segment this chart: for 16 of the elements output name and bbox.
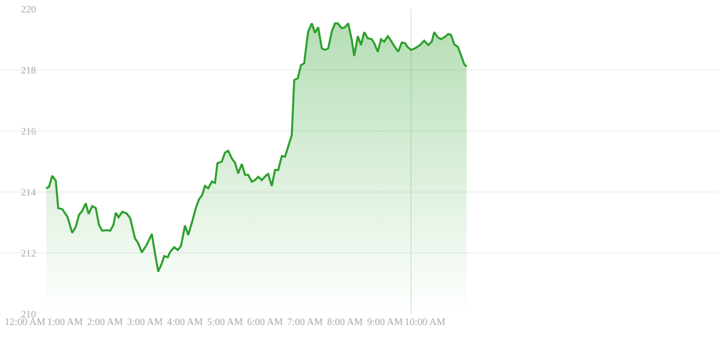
- x-tick-label: 6:00 AM: [247, 317, 284, 328]
- y-tick-label: 212: [21, 248, 36, 260]
- x-tick-label: 10:00 AM: [404, 317, 446, 328]
- x-tick-label: 2:00 AM: [87, 317, 124, 328]
- x-tick-label: 12:00 AM: [4, 317, 46, 328]
- x-tick-label: 9:00 AM: [367, 317, 404, 328]
- x-tick-label: 5:00 AM: [207, 317, 244, 328]
- y-tick-label: 216: [21, 126, 36, 138]
- y-tick-label: 214: [21, 188, 36, 198]
- x-tick-label: 3:00 AM: [127, 317, 164, 328]
- x-tick-label: 1:00 AM: [47, 317, 84, 328]
- x-tick-label: 4:00 AM: [167, 317, 204, 328]
- x-tick-label: 8:00 AM: [327, 317, 364, 328]
- y-tick-label: 220: [21, 4, 36, 16]
- x-tick-label: 7:00 AM: [287, 317, 324, 328]
- y-tick-label: 218: [21, 66, 36, 76]
